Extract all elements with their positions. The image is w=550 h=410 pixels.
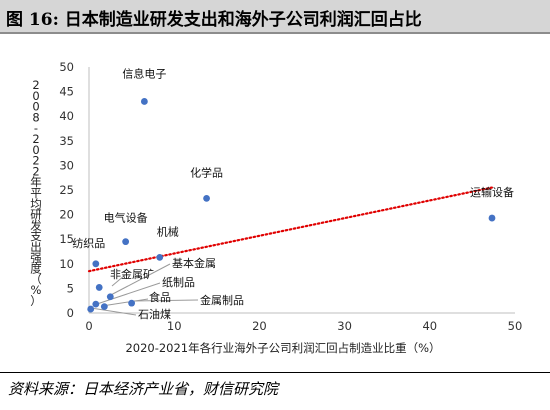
scatter-chart: 0 5 10 15 20 25 30 35 40 45 50 0 10 20 30 40 50 信息电子化学品运…	[30, 60, 522, 355]
data-point	[87, 305, 95, 313]
title-bar: 图 16: 日本制造业研发支出和海外子公司利润汇回占比	[0, 0, 550, 32]
x-tick-label: 40	[422, 319, 437, 333]
data-point	[106, 293, 114, 301]
data-point	[122, 238, 130, 246]
y-tick-label: 30	[59, 158, 74, 172]
point-label: 金属制品	[200, 293, 244, 307]
axes: 0 5 10 15 20 25 30 35 40 45 50 0 10 20 30 40 50	[59, 60, 522, 333]
point-label: 化学品	[190, 165, 223, 179]
point-label: 信息电子	[122, 66, 166, 80]
point-label: 纺织品	[72, 236, 105, 250]
data-point	[203, 194, 210, 202]
x-axis-label: 2020-2021年各行业海外子公司利润汇回占制造业比重（%）	[125, 341, 440, 355]
data-point	[95, 284, 103, 291]
data-point	[140, 98, 148, 105]
y-tick-label: 50	[59, 60, 74, 74]
point-label: 运输设备	[470, 185, 514, 199]
x-tick-label: 10	[167, 319, 182, 333]
point-label: 非金属矿	[110, 267, 154, 281]
y-tick-label: 45	[59, 85, 74, 99]
leader-line	[96, 282, 161, 305]
data-point	[128, 299, 136, 307]
leader-line	[106, 263, 171, 298]
figure-title: 图 16: 日本制造业研发支出和海外子公司利润汇回占比	[6, 10, 422, 30]
y-tick-label: 5	[67, 281, 74, 295]
y-tick-label: 25	[59, 183, 74, 197]
y-tick-label: 10	[59, 257, 74, 271]
leader-line	[90, 307, 137, 316]
trendline	[87, 186, 494, 273]
data-point	[488, 214, 496, 222]
title-rule	[0, 32, 550, 34]
y-tick-label: 15	[59, 232, 74, 246]
point-label: 基本金属	[172, 256, 216, 270]
data-point	[92, 260, 100, 268]
data-points	[87, 98, 496, 313]
y-tick-label: 35	[59, 134, 74, 148]
point-label: 电气设备	[104, 211, 148, 225]
leader-line	[101, 298, 149, 307]
source-rule	[0, 372, 550, 373]
data-point	[92, 300, 100, 308]
y-axis-label: 2 0 0 8 -2 0 2 2 年平均研发支出强度（%）	[30, 78, 42, 308]
point-label: 石油煤	[138, 307, 171, 321]
y-tick-label: 40	[59, 109, 74, 123]
leader-lines	[90, 263, 199, 316]
data-point	[100, 303, 108, 311]
source-note: 资料来源：日本经济产业省，财信研究院	[8, 380, 279, 398]
y-tick-label: 20	[59, 208, 74, 222]
x-tick-label: 50	[508, 319, 523, 333]
leader-line	[111, 274, 126, 287]
point-label: 机械	[157, 224, 179, 238]
y-tick-label: 0	[67, 306, 74, 320]
data-point	[156, 254, 164, 261]
point-label: 纸制品	[162, 276, 195, 289]
point-label: 食品	[149, 290, 171, 304]
trendline-layer	[87, 186, 494, 273]
x-tick-label: 30	[337, 319, 352, 333]
x-tick-label: 0	[85, 319, 92, 333]
x-tick-label: 20	[252, 319, 267, 333]
leader-line	[132, 299, 199, 302]
